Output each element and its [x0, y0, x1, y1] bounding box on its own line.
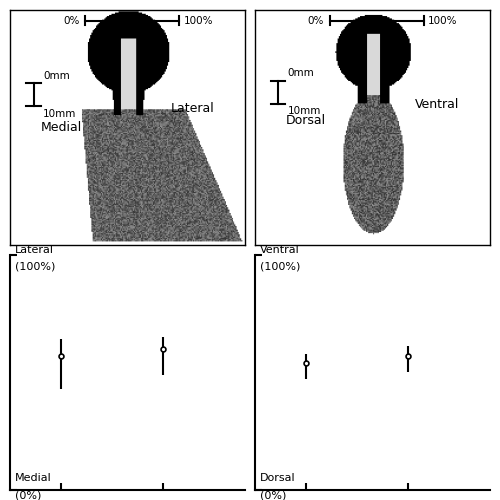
- Text: 0%: 0%: [308, 16, 324, 26]
- Text: 100%: 100%: [428, 16, 458, 26]
- Text: (100%): (100%): [15, 262, 56, 272]
- Text: 100%: 100%: [184, 16, 213, 26]
- Text: Medial: Medial: [40, 121, 82, 134]
- Text: 0mm: 0mm: [43, 70, 70, 81]
- Text: Ventral: Ventral: [415, 98, 460, 110]
- Text: 0%: 0%: [63, 16, 80, 26]
- Text: (100%): (100%): [260, 262, 300, 272]
- Text: Lateral: Lateral: [171, 102, 214, 116]
- Text: Lateral: Lateral: [15, 244, 54, 254]
- Text: Medial: Medial: [15, 473, 52, 483]
- Text: (0%): (0%): [15, 490, 42, 500]
- Text: Dorsal: Dorsal: [286, 114, 326, 127]
- Text: 0mm: 0mm: [288, 68, 314, 78]
- Text: Dorsal: Dorsal: [260, 473, 296, 483]
- Text: 10mm: 10mm: [288, 106, 321, 117]
- Text: 10mm: 10mm: [43, 109, 76, 119]
- Text: (0%): (0%): [260, 490, 286, 500]
- Text: Ventral: Ventral: [260, 244, 300, 254]
